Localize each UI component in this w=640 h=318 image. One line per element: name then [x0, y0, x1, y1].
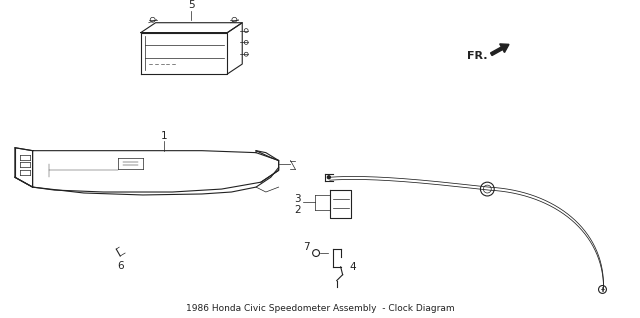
Text: 1: 1	[161, 131, 168, 141]
Text: 1986 Honda Civic Speedometer Assembly  - Clock Diagram: 1986 Honda Civic Speedometer Assembly - …	[186, 304, 454, 313]
Text: FR.: FR.	[467, 51, 487, 61]
Text: 3: 3	[294, 194, 301, 204]
Text: 2: 2	[294, 205, 301, 215]
Text: 5: 5	[188, 0, 195, 10]
Text: 4: 4	[349, 262, 356, 272]
Text: 6: 6	[117, 261, 124, 271]
FancyArrow shape	[490, 44, 509, 56]
Circle shape	[328, 176, 330, 179]
Text: 7: 7	[303, 242, 310, 252]
